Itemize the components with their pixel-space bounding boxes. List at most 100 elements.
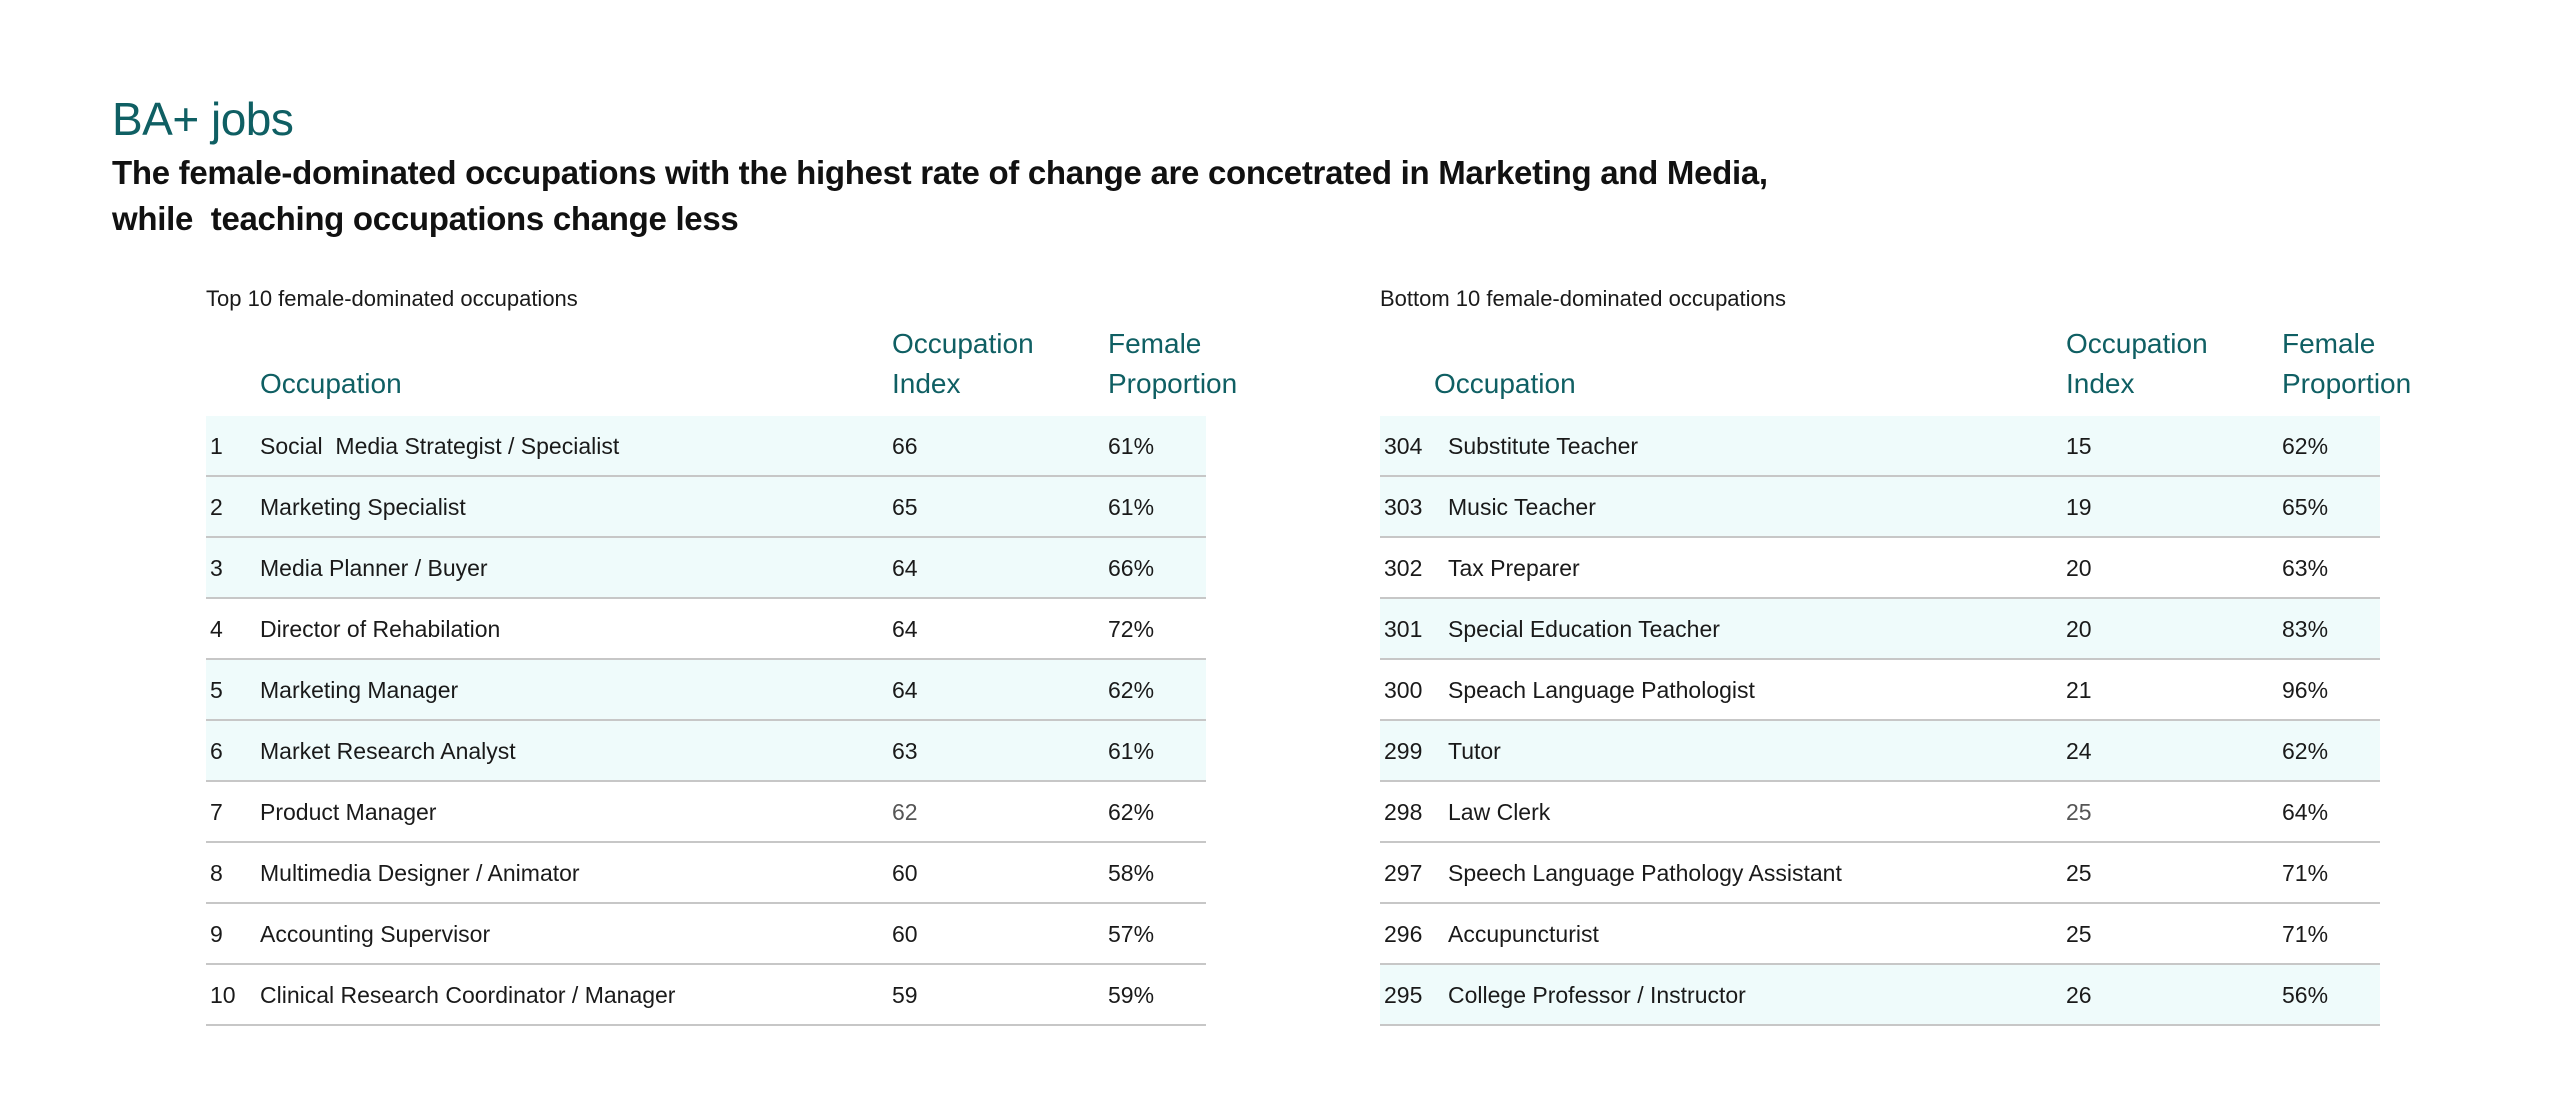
header-prop-line1: Female [2282,328,2376,359]
occupation-cell: Market Research Analyst [260,738,516,764]
occupation-index-cell: 25 [2066,860,2092,886]
header-female-proportion: Female Proportion [2282,324,2411,404]
female-proportion-cell: 58% [1108,860,1155,886]
section-kicker: BA+ jobs [112,93,294,145]
rank-cell: 7 [210,799,223,825]
rank-cell: 297 [1384,860,1423,886]
rank-cell: 303 [1384,494,1423,520]
panel-title-bottom: Bottom 10 female-dominated occupations [1380,286,1787,311]
table-header-top: Occupation Occupation Index Female Propo… [206,316,1237,416]
header-occupation: Occupation [260,368,402,399]
header-index-line1: Occupation [892,328,1034,359]
table-row: 296 Accupuncturist 25 71% [1380,904,2380,965]
rank-cell: 298 [1384,799,1423,825]
header-female-proportion: Female Proportion [1108,324,1237,404]
occupation-cell: Clinical Research Coordinator / Manager [260,982,676,1008]
table-row: 295 College Professor / Instructor 26 56% [1380,965,2380,1026]
female-proportion-cell: 96% [2282,677,2329,703]
table-row: 299 Tutor 24 62% [1380,721,2380,782]
occupation-cell: Special Education Teacher [1448,616,1720,642]
header-index-line1: Occupation [2066,328,2208,359]
table-row: 301 Special Education Teacher 20 83% [1380,599,2380,660]
rank-cell: 295 [1384,982,1423,1008]
occupation-cell: Speech Language Pathology Assistant [1448,860,1842,886]
rank-cell: 9 [210,921,223,947]
occupation-cell: Law Clerk [1448,799,1551,825]
table-row: 298 Law Clerk 25 64% [1380,782,2380,843]
rank-cell: 300 [1384,677,1423,703]
occupation-index-cell: 64 [892,616,918,642]
table-row: 4 Director of Rehabilation 64 72% [206,599,1206,660]
occupation-cell: Accupuncturist [1448,921,1599,947]
rank-cell: 5 [210,677,223,703]
female-proportion-cell: 71% [2282,860,2329,886]
occupation-index-cell: 59 [892,982,918,1008]
occupation-index-cell: 60 [892,860,918,886]
occupation-index-cell: 24 [2066,738,2092,764]
female-proportion-cell: 61% [1108,433,1155,459]
female-proportion-cell: 83% [2282,616,2329,642]
rank-cell: 296 [1384,921,1423,947]
female-proportion-cell: 56% [2282,982,2329,1008]
female-proportion-cell: 63% [2282,555,2329,581]
header-occupation-index: Occupation Index [892,324,1034,404]
table-row: 303 Music Teacher 19 65% [1380,477,2380,538]
occupation-cell: Tax Preparer [1448,555,1580,581]
table-row: 10 Clinical Research Coordinator / Manage… [206,965,1206,1026]
occupation-index-cell: 15 [2066,433,2092,459]
rank-cell: 3 [210,555,223,581]
table-row: 5 Marketing Manager 64 62% [206,660,1206,721]
occupation-cell: Marketing Manager [260,677,459,703]
occupation-cell: Product Manager [260,799,437,825]
headline-text: The female-dominated occupations with th… [112,154,1768,237]
occupation-index-cell: 63 [892,738,918,764]
occupation-index-cell: 20 [2066,555,2092,581]
rank-cell: 1 [210,433,223,459]
occupation-cell: Director of Rehabilation [260,616,501,642]
table-row: 8 Multimedia Designer / Animator 60 58% [206,843,1206,904]
table-row: 304 Substitute Teacher 15 62% [1380,416,2380,477]
table-header-bottom: Occupation Occupation Index Female Propo… [1380,316,2411,416]
headline: The female-dominated occupations with th… [112,150,1812,242]
header-prop-line1: Female [1108,328,1202,359]
headline-line: The female-dominated occupations with th… [112,154,1768,191]
headline-line: while teaching occupations change less [112,200,739,237]
rank-cell: 8 [210,860,223,886]
female-proportion-cell: 64% [2282,799,2329,825]
female-proportion-cell: 62% [1108,677,1155,703]
female-proportion-cell: 57% [1108,921,1155,947]
panel-title-top: Top 10 female-dominated occupations [206,286,578,311]
table-row: 302 Tax Preparer 20 63% [1380,538,2380,599]
rank-cell: 6 [210,738,223,764]
occupation-cell: Music Teacher [1448,494,1596,520]
occupation-index-cell: 26 [2066,982,2092,1008]
header-occupation-index: Occupation Index [2066,324,2208,404]
occupation-cell: College Professor / Instructor [1448,982,1746,1008]
rank-cell: 302 [1384,555,1423,581]
table-row: 297 Speech Language Pathology Assistant 25… [1380,843,2380,904]
occupation-index-cell: 19 [2066,494,2092,520]
rank-cell: 2 [210,494,223,520]
female-proportion-cell: 61% [1108,738,1155,764]
occupation-index-cell: 66 [892,433,918,459]
table-row: 1 Social Media Strategist / Specialist 66 6… [206,416,1206,477]
occupation-cell: Media Planner / Buyer [260,555,488,581]
bottom-occupations-table: 304 Substitute Teacher 15 62% 303 Music Teach… [1380,416,2380,1026]
female-proportion-cell: 61% [1108,494,1155,520]
top-occupations-table: 1 Social Media Strategist / Specialist 66 6… [206,416,1206,1026]
female-proportion-cell: 62% [1108,799,1155,825]
table-row: 7 Product Manager 62 62% [206,782,1206,843]
occupation-index-cell: 20 [2066,616,2092,642]
occupation-cell: Accounting Supervisor [260,921,491,947]
occupation-cell: Tutor [1448,738,1501,764]
header-index-line2: Index [892,368,961,399]
rank-cell: 4 [210,616,223,642]
occupation-cell: Substitute Teacher [1448,433,1639,459]
occupation-index-cell: 62 [892,799,918,825]
header-occupation: Occupation [1434,368,1576,399]
female-proportion-cell: 71% [2282,921,2329,947]
female-proportion-cell: 72% [1108,616,1155,642]
occupation-index-cell: 65 [892,494,918,520]
occupation-cell: Marketing Specialist [260,494,466,520]
header-prop-line2: Proportion [2282,368,2412,399]
